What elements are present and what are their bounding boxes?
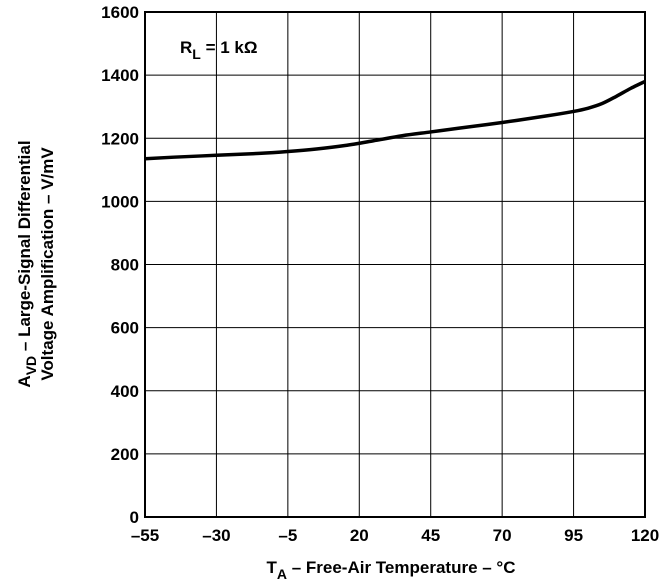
x-axis-label: TA – Free-Air Temperature – °C [266, 558, 515, 581]
y-tick-label: 1600 [101, 3, 139, 22]
x-tick-label: 70 [493, 526, 512, 545]
y-tick-labels: 0 200 400 600 800 1000 1200 1400 1600 [101, 3, 139, 527]
series-layer [144, 79, 646, 161]
load-resistance-annotation: RL = 1 kΩ [180, 38, 257, 62]
y-axis-label-line1: AVD – Large-Signal Differential [15, 140, 39, 387]
y-tick-label: 800 [111, 256, 139, 275]
y-tick-label: 200 [111, 445, 139, 464]
x-tick-label: 45 [421, 526, 440, 545]
x-tick-labels: –55 –30 –5 20 45 70 95 120 [131, 526, 659, 545]
x-tick-label: 95 [564, 526, 583, 545]
series-line [144, 79, 646, 161]
y-axis-label-line2: Voltage Amplification – V/mV [38, 147, 57, 381]
y-tick-label: 600 [111, 319, 139, 338]
grid [145, 12, 645, 517]
x-tick-label: 20 [350, 526, 369, 545]
y-tick-label: 1200 [101, 129, 139, 148]
x-tick-label: –5 [278, 526, 297, 545]
x-tick-label: 120 [631, 526, 659, 545]
y-tick-label: 0 [130, 508, 139, 527]
x-tick-label: –55 [131, 526, 159, 545]
x-tick-label: –30 [202, 526, 230, 545]
y-tick-label: 400 [111, 382, 139, 401]
plot-frame [144, 11, 646, 518]
y-tick-label: 1000 [101, 192, 139, 211]
y-tick-label: 1400 [101, 66, 139, 85]
